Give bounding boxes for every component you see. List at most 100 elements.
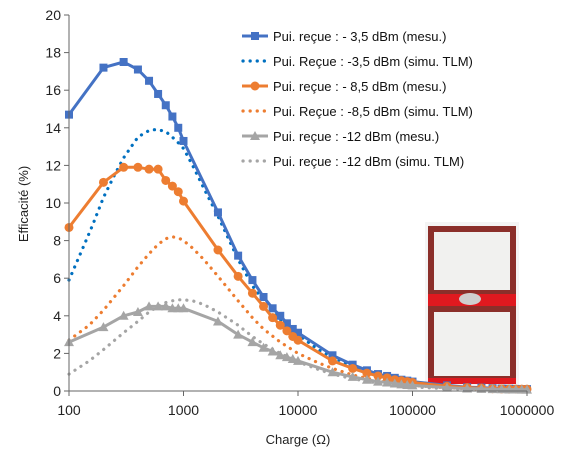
data-point xyxy=(259,293,268,301)
data-point xyxy=(154,89,163,98)
data-point xyxy=(281,352,292,362)
series-1 xyxy=(67,128,529,391)
data-point xyxy=(258,342,269,352)
data-point xyxy=(168,112,177,121)
data-point xyxy=(213,208,222,217)
data-point xyxy=(144,301,155,311)
data-point xyxy=(99,63,108,72)
y-tick-label: 18 xyxy=(45,45,61,61)
data-point xyxy=(268,313,278,323)
data-point xyxy=(248,276,257,285)
data-point xyxy=(441,382,452,392)
data-point xyxy=(268,304,277,313)
axes xyxy=(64,14,528,396)
data-point xyxy=(233,271,243,281)
data-point xyxy=(327,356,337,366)
data-point xyxy=(462,383,473,393)
data-point xyxy=(212,316,223,326)
data-point xyxy=(161,101,170,110)
data-point xyxy=(282,319,291,328)
photo-bottom-pad xyxy=(434,312,510,376)
data-point xyxy=(98,322,109,332)
data-point xyxy=(373,371,383,381)
data-point xyxy=(98,177,108,187)
data-point xyxy=(407,380,418,390)
data-point xyxy=(167,181,177,191)
series-line-1 xyxy=(67,128,529,391)
legend-item: Pui. reçue : -12 dBm (mesu.) xyxy=(242,129,439,144)
y-tick-label: 20 xyxy=(45,7,61,23)
y-tick-label: 10 xyxy=(45,195,61,211)
y-axis-label: Efficacité (%) xyxy=(16,166,31,242)
data-point xyxy=(161,175,171,185)
data-point xyxy=(288,324,297,333)
legend-marker xyxy=(250,131,260,140)
data-point xyxy=(174,123,183,132)
data-point xyxy=(179,136,188,145)
data-point xyxy=(160,301,171,311)
data-point xyxy=(247,337,258,347)
data-point xyxy=(173,187,183,197)
x-tick-label: 100000 xyxy=(389,402,436,418)
legend-label: Pui. reçue : -12 dBm (mesu.) xyxy=(273,129,439,144)
data-point xyxy=(118,310,129,320)
data-point xyxy=(361,374,372,384)
legend-item: Pui. Reçue : -8,5 dBm (simu. TLM) xyxy=(241,104,473,119)
data-point xyxy=(132,307,143,317)
legend-label: Pui. Reçue : -8,5 dBm (simu. TLM) xyxy=(273,104,473,119)
y-tick-label: 2 xyxy=(53,345,61,361)
photo-bottom-band xyxy=(428,378,516,384)
series-line-5 xyxy=(67,298,529,392)
y-tick-label: 0 xyxy=(53,383,61,399)
data-point xyxy=(382,377,393,387)
data-point xyxy=(275,350,286,360)
data-point xyxy=(389,378,400,388)
data-point xyxy=(362,368,372,378)
data-point xyxy=(234,251,243,260)
data-point xyxy=(293,335,303,345)
data-point xyxy=(247,288,257,298)
legend-marker xyxy=(250,81,260,91)
legend-item: Pui. reçue : - 3,5 dBm (mesu.) xyxy=(242,29,446,44)
data-point xyxy=(348,363,358,373)
data-point xyxy=(328,351,337,360)
data-point xyxy=(179,196,188,206)
legend-label: Pui. reçue : - 3,5 dBm (mesu.) xyxy=(273,29,446,44)
photo-component xyxy=(459,293,481,305)
legend: Pui. reçue : - 3,5 dBm (mesu.) Pui. Reçue… xyxy=(241,29,473,169)
data-point xyxy=(145,76,154,85)
legend-item: Pui. Reçue : -3,5 dBm (simu. TLM) xyxy=(241,54,473,69)
data-point xyxy=(275,320,285,330)
y-tick-label: 6 xyxy=(53,270,61,286)
data-point xyxy=(282,326,292,336)
legend-marker xyxy=(251,32,259,40)
data-point xyxy=(153,301,164,311)
x-tick-label: 10000 xyxy=(279,402,318,418)
data-point xyxy=(287,354,298,364)
data-point xyxy=(233,329,244,339)
legend-label: Pui. reçue : - 8,5 dBm (mesu.) xyxy=(273,79,446,94)
data-point xyxy=(213,245,223,255)
legend-item: Pui. reçue : - 8,5 dBm (mesu.) xyxy=(242,79,446,94)
data-point xyxy=(119,58,128,66)
data-point xyxy=(267,346,278,356)
series-5 xyxy=(67,298,529,392)
legend-label: Pui. Reçue : -3,5 dBm (simu. TLM) xyxy=(273,54,473,69)
legend-item: Pui. reçue : -12 dBm (simu. TLM) xyxy=(241,154,464,169)
data-point xyxy=(153,164,163,174)
y-tick-label: 14 xyxy=(45,120,61,136)
data-point xyxy=(144,164,154,174)
data-point xyxy=(327,367,338,377)
data-point xyxy=(178,303,189,313)
x-axis-label: Charge (Ω) xyxy=(266,432,331,447)
data-point xyxy=(133,65,142,74)
y-tick-label: 16 xyxy=(45,82,61,98)
data-point xyxy=(259,301,269,311)
data-point xyxy=(293,355,303,365)
y-tick-label: 4 xyxy=(53,308,61,324)
y-tick-label: 8 xyxy=(53,233,61,249)
data-point xyxy=(119,162,129,172)
data-point xyxy=(133,162,143,172)
x-tick-label: 1000000 xyxy=(500,402,555,418)
